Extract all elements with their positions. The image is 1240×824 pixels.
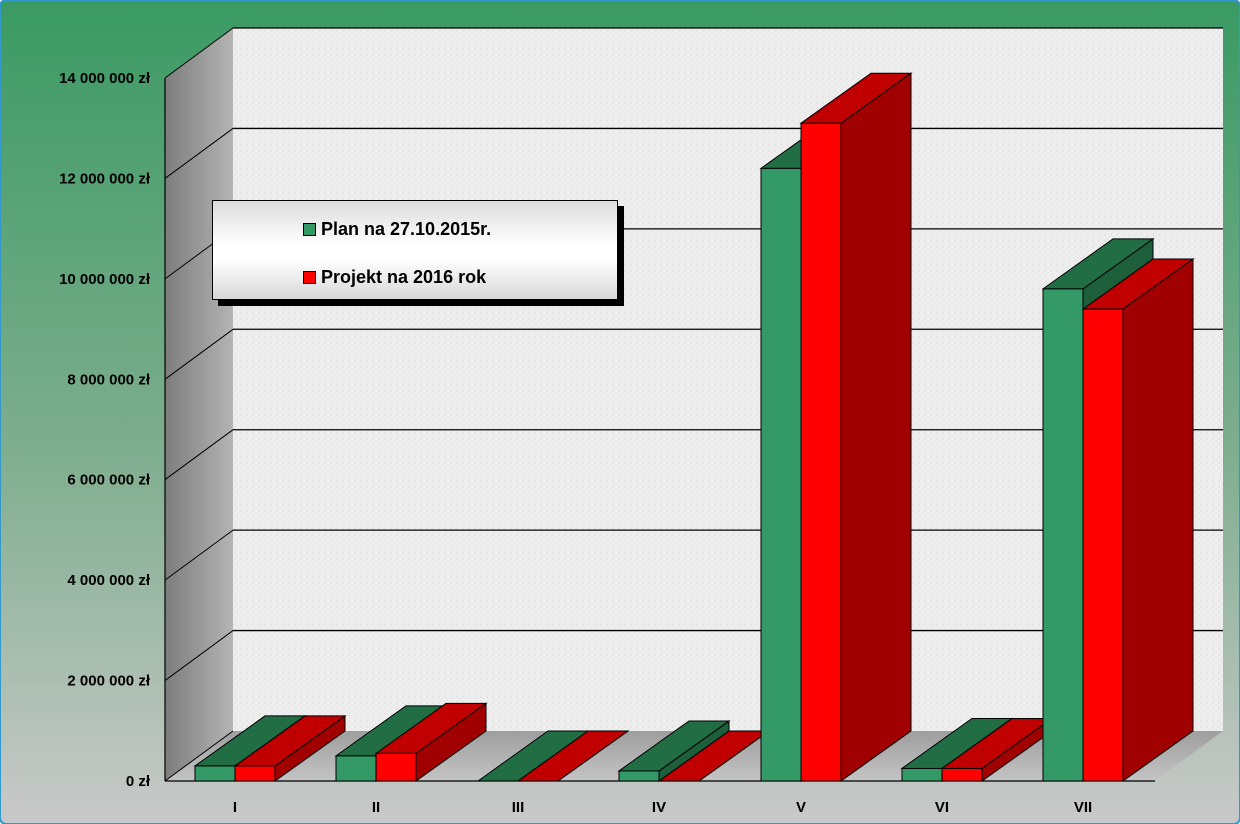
bar-front-face bbox=[901, 767, 943, 782]
gridline-side bbox=[164, 630, 234, 681]
bar-side-face bbox=[840, 72, 912, 782]
legend-swatch-projekt bbox=[303, 270, 316, 284]
gridline-side bbox=[164, 730, 234, 782]
x-tick-label: III bbox=[512, 799, 525, 816]
gridline-side bbox=[164, 27, 234, 79]
bar-projekt-VII bbox=[1081, 258, 1195, 782]
gridline-side bbox=[164, 128, 234, 179]
bar-front-face bbox=[335, 755, 377, 782]
gridline-side bbox=[164, 529, 234, 581]
bar-projekt-III bbox=[516, 730, 630, 782]
y-tick-label: 12 000 000 zł bbox=[59, 170, 151, 187]
y-tick-label: 8 000 000 zł bbox=[67, 371, 150, 388]
bar-front-face bbox=[800, 122, 842, 782]
bar-front-face bbox=[1042, 288, 1084, 782]
bar-front-face bbox=[375, 752, 417, 782]
bar-front-face bbox=[941, 767, 983, 782]
x-tick-label: V bbox=[796, 799, 806, 816]
x-tick-label: IV bbox=[652, 799, 666, 816]
y-tick-label: 14 000 000 zł bbox=[59, 70, 151, 87]
bar-projekt-V bbox=[799, 72, 913, 782]
y-tick-label: 2 000 000 zł bbox=[67, 673, 150, 690]
legend-label-plan: Plan na 27.10.2015r. bbox=[321, 218, 492, 239]
x-tick-label: VI bbox=[935, 799, 949, 816]
bar-front-face bbox=[618, 770, 660, 782]
x-tick-label: VII bbox=[1074, 799, 1092, 816]
x-tick-label: I bbox=[233, 799, 237, 816]
legend: Plan na 27.10.2015r. Projekt na 2016 rok bbox=[212, 200, 618, 300]
bar-front-face bbox=[234, 765, 276, 782]
gridline-side bbox=[164, 328, 234, 380]
bar-side-face bbox=[1122, 258, 1194, 782]
side-wall bbox=[165, 28, 233, 781]
bar-front-face bbox=[1082, 308, 1124, 782]
bar-top-face bbox=[516, 730, 630, 782]
bar-projekt-II bbox=[374, 702, 488, 782]
legend-label-projekt: Projekt na 2016 rok bbox=[321, 266, 487, 287]
gridline-side bbox=[164, 429, 234, 481]
x-tick-label: II bbox=[372, 799, 380, 816]
y-tick-label: 4 000 000 zł bbox=[67, 572, 150, 589]
y-tick-label: 10 000 000 zł bbox=[59, 271, 151, 288]
y-tick-label: 0 zł bbox=[126, 773, 151, 790]
legend-item-plan: Plan na 27.10.2015r. bbox=[303, 217, 491, 241]
bar-projekt-I bbox=[233, 714, 347, 782]
bar-front-face bbox=[760, 167, 802, 782]
bar-front-face bbox=[194, 765, 236, 782]
legend-item-projekt: Projekt na 2016 rok bbox=[303, 265, 486, 289]
legend-swatch-plan bbox=[303, 222, 316, 236]
y-tick-label: 6 000 000 zł bbox=[67, 472, 150, 489]
